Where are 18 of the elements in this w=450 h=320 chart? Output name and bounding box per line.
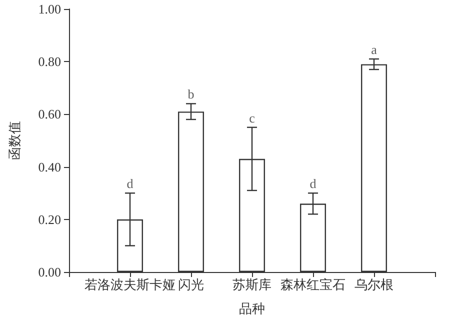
x-tick-label: 苏斯库 — [232, 277, 272, 292]
y-tick-label: 0.40 — [38, 159, 61, 174]
y-tick-label: 0.00 — [38, 264, 61, 280]
x-tick-label: 乌尔根 — [354, 277, 394, 292]
x-tick-label: 若洛波夫斯卡娅 — [84, 277, 176, 292]
annotation: d — [126, 176, 134, 192]
x-tick-label: 森林红宝石 — [280, 277, 346, 292]
annotation: c — [249, 110, 256, 126]
x-tick-label: 闪光 — [178, 277, 204, 292]
y-axis-title: 函数值 — [7, 121, 22, 160]
y-tick-label: 0.80 — [38, 54, 61, 70]
y-tick-label: 0.20 — [38, 212, 61, 227]
y-tick-label: 1.00 — [38, 2, 61, 16]
annotation: d — [310, 176, 317, 192]
annotation: a — [371, 42, 378, 57]
annotation: b — [188, 86, 194, 102]
x-axis-title: 品种 — [239, 301, 265, 316]
y-tick-label: 0.60 — [38, 106, 61, 122]
